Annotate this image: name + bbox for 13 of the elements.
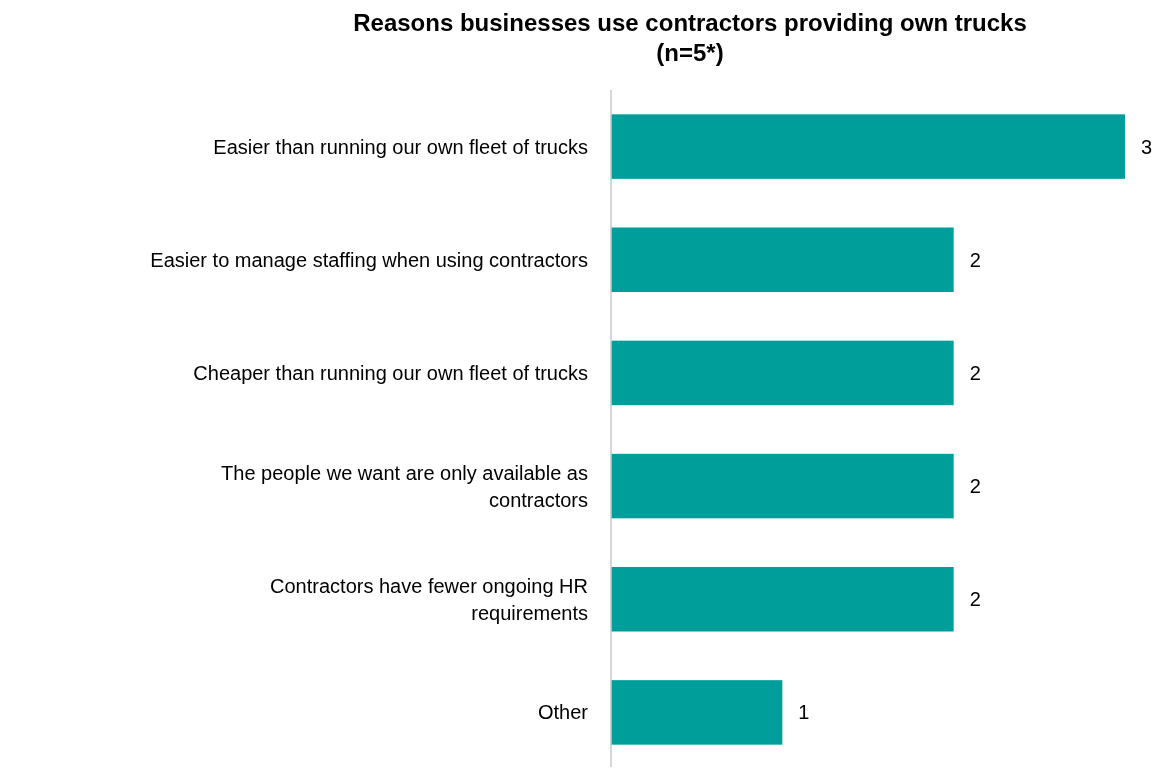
data-label: 1 [798, 701, 810, 724]
y-tick-label: Other [537, 701, 589, 724]
y-tick-label: Easier to manage staffing when using contractors [150, 248, 588, 271]
data-label: 2 [969, 248, 981, 271]
chart-title: Reasons businesses use contractors providing own trucks (n=5*) [353, 9, 1027, 66]
data-label: 3 [1141, 135, 1153, 158]
y-tick-label: The people we want are only available as contractors [221, 462, 588, 512]
y-tick-label: Contractors have fewer ongoing HR requirements [270, 575, 588, 625]
y-tick-label: Cheaper than running our own fleet of trucks [193, 361, 588, 384]
data-label: 2 [969, 588, 981, 611]
y-tick-label: Easier than running our own fleet of trucks [213, 135, 588, 158]
data-label: 2 [969, 361, 981, 384]
data-label: 2 [969, 475, 981, 498]
